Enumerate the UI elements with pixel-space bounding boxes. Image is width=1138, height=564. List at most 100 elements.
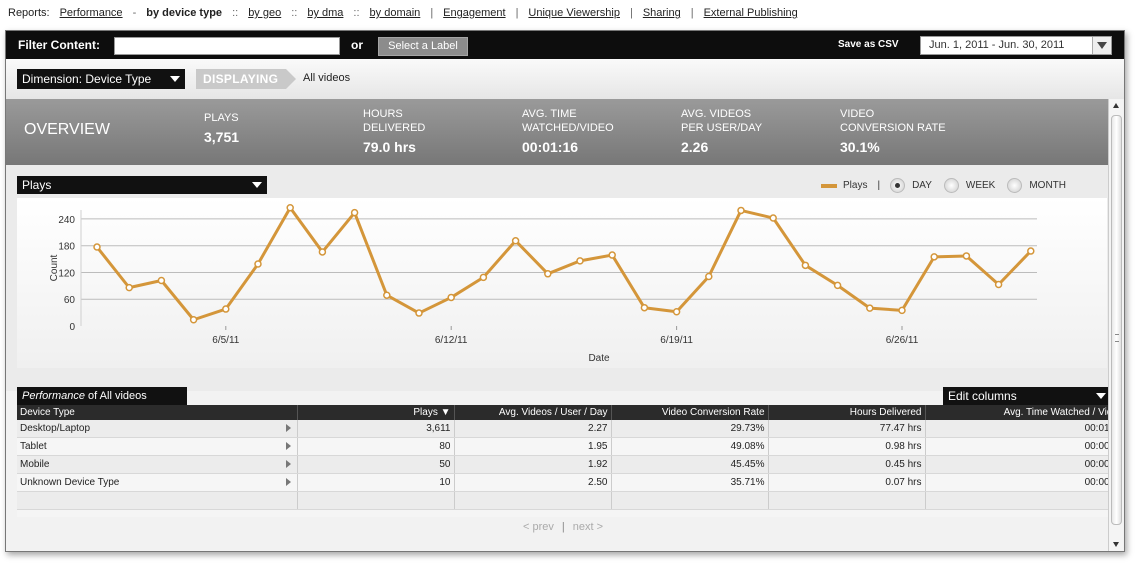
- radio-day[interactable]: [890, 178, 906, 193]
- overview-title: OVERVIEW: [24, 121, 110, 138]
- reports-nav: Reports: Performance - by device type ::…: [8, 6, 798, 20]
- expand-arrow-icon[interactable]: [285, 478, 291, 486]
- data-point: [511, 237, 520, 245]
- table-cell: 10: [297, 473, 455, 492]
- table-cell: [768, 491, 926, 510]
- nav-separator: ::: [353, 7, 360, 19]
- metric-label: AVG. VIDEOS: [681, 108, 752, 120]
- table-row[interactable]: Mobile 50 1.92 45.45% 0.45 hrs 00:00:33: [17, 455, 1108, 474]
- data-point: [962, 252, 971, 260]
- table-cell: 49.08%: [611, 437, 769, 456]
- nav-performance-link[interactable]: Performance: [59, 7, 123, 19]
- nav-engagement-link[interactable]: Engagement: [443, 7, 506, 19]
- nav-separator: ::: [232, 7, 239, 19]
- performance-title: Performance of All videos: [22, 390, 147, 402]
- data-point: [705, 272, 713, 281]
- y-tick-label: 120: [58, 268, 75, 279]
- table-row-empty: [17, 491, 1108, 510]
- edit-columns-button[interactable]: Edit columns: [943, 387, 1108, 405]
- expand-arrow-icon[interactable]: [285, 424, 291, 432]
- vertical-scrollbar[interactable]: [1108, 99, 1123, 551]
- column-header[interactable]: Avg. Videos / User / Day: [454, 405, 612, 420]
- chevron-down-icon: [1096, 393, 1106, 399]
- table-cell: 00:00:25: [925, 473, 1108, 492]
- table-cell: Mobile: [17, 455, 298, 474]
- expand-arrow-icon[interactable]: [285, 442, 291, 450]
- radio-week[interactable]: [943, 178, 959, 193]
- table-cell: 45.45%: [611, 455, 769, 474]
- table-cell: [925, 491, 1108, 510]
- chevron-down-icon: [170, 76, 180, 82]
- expand-arrow-icon[interactable]: [285, 460, 291, 468]
- column-header[interactable]: Hours Delivered: [768, 405, 926, 420]
- date-range-dropdown-button[interactable]: [1092, 37, 1111, 54]
- table-cell: 35.71%: [611, 473, 769, 492]
- dimension-row: Dimension: Device Type DISPLAYING All vi…: [6, 59, 1124, 99]
- scroll-down-icon[interactable]: [1113, 542, 1119, 547]
- device-type: Mobile: [20, 459, 50, 470]
- data-point: [994, 280, 1003, 289]
- legend-series-label: Plays: [843, 180, 868, 191]
- nav-separator: ::: [291, 7, 298, 19]
- table-cell: 00:00:33: [925, 455, 1108, 474]
- column-header[interactable]: Device Type: [17, 405, 298, 420]
- displaying-label: DISPLAYING: [203, 72, 279, 86]
- data-point: [898, 306, 906, 315]
- select-label-button[interactable]: Select a Label: [378, 37, 468, 56]
- table-row[interactable]: Tablet 80 1.95 49.08% 0.98 hrs 00:00:44: [17, 437, 1108, 456]
- data-point: [415, 309, 423, 317]
- scroll-up-icon[interactable]: [1113, 103, 1119, 108]
- radio-month-label: MONTH: [1029, 180, 1067, 191]
- metric-value: 2.26: [681, 139, 709, 155]
- overview-panel: OVERVIEW PLAYS 3,751 HOURS DELIVERED 79.…: [6, 99, 1108, 165]
- table-cell: [297, 491, 455, 510]
- save-csv-button[interactable]: Save as CSV: [838, 39, 899, 50]
- data-point: [157, 276, 166, 285]
- next-page-link[interactable]: next >: [572, 521, 604, 533]
- nav-external-publishing-link[interactable]: External Publishing: [703, 7, 798, 19]
- data-point: [672, 307, 681, 316]
- table-row[interactable]: Desktop/Laptop 3,611 2.27 29.73% 77.47 h…: [17, 420, 1108, 438]
- table-cell: 3,611: [297, 420, 455, 438]
- table-cell: 29.73%: [611, 420, 769, 438]
- plays-line-chart: 0 60 120 180 240 Count 6/5/11 6/12/11 6/19/11 6/2…: [49, 204, 1037, 364]
- device-type: Desktop/Laptop: [20, 423, 91, 434]
- date-range-select[interactable]: Jun. 1, 2011 - Jun. 30, 2011: [920, 36, 1112, 55]
- nav-by-dma-link[interactable]: by dma: [307, 7, 344, 19]
- nav-by-geo-link[interactable]: by geo: [248, 7, 282, 19]
- nav-unique-viewership-link[interactable]: Unique Viewership: [528, 7, 620, 19]
- pager-divider: |: [561, 521, 565, 533]
- nav-separator: |: [430, 7, 434, 19]
- column-header[interactable]: Video Conversion Rate: [611, 405, 769, 420]
- arrow-right-icon: [286, 69, 296, 89]
- column-header[interactable]: Avg. Time Watched / Video: [925, 405, 1108, 420]
- chart-metric-select[interactable]: Plays: [17, 176, 267, 194]
- performance-table: Device Type Plays ▼ Avg. Videos / User /…: [17, 405, 1108, 510]
- nav-separator: |: [629, 7, 633, 19]
- radio-day-label: DAY: [912, 180, 932, 191]
- performance-title-suffix: of All videos: [84, 390, 147, 402]
- x-tick-label: 6/26/11: [886, 335, 919, 346]
- data-point: [189, 316, 198, 324]
- reports-label: Reports:: [8, 7, 50, 19]
- metric-avg-videos-per-user: AVG. VIDEOS PER USER/DAY 2.26: [681, 107, 762, 155]
- metric-value: 79.0 hrs: [363, 139, 416, 155]
- table-row[interactable]: Unknown Device Type 10 2.50 35.71% 0.07 …: [17, 473, 1108, 492]
- grip-icon: [1115, 334, 1119, 342]
- scrollbar-thumb[interactable]: [1111, 115, 1122, 525]
- filter-content-input[interactable]: [114, 37, 340, 55]
- pagination: < prev | next >: [523, 521, 603, 533]
- table-cell: 1.95: [454, 437, 612, 456]
- legend-swatch: [821, 183, 837, 188]
- column-header[interactable]: Plays ▼: [297, 405, 455, 420]
- data-point: [930, 253, 938, 261]
- data-point: [769, 214, 777, 222]
- dimension-select[interactable]: Dimension: Device Type: [17, 69, 185, 89]
- nav-sharing-link[interactable]: Sharing: [642, 7, 681, 19]
- table-cell: 0.98 hrs: [768, 437, 926, 456]
- nav-by-domain-link[interactable]: by domain: [369, 7, 421, 19]
- nav-by-device-type: by device type: [146, 7, 223, 19]
- prev-page-link[interactable]: < prev: [523, 521, 554, 533]
- or-label: or: [351, 38, 363, 52]
- radio-month[interactable]: [1007, 178, 1023, 193]
